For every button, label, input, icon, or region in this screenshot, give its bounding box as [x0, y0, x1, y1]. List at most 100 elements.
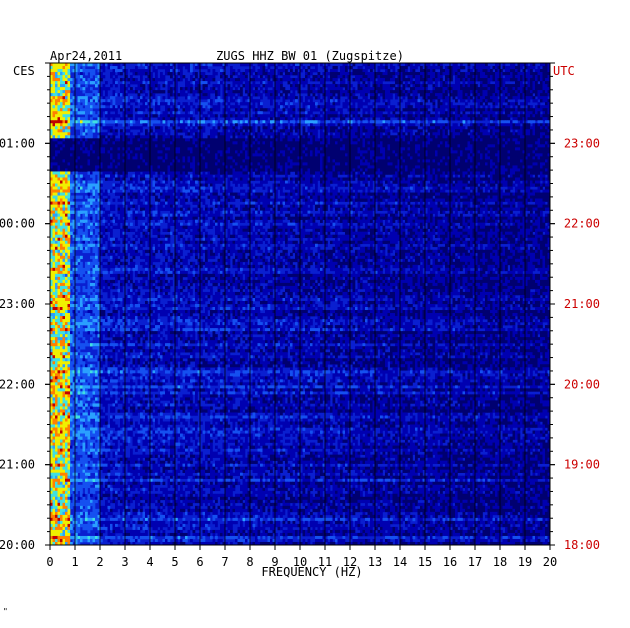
- heatmap-cell: [318, 126, 321, 129]
- heatmap-cell: [363, 141, 366, 144]
- heatmap-cell: [528, 72, 531, 75]
- heatmap-cell: [485, 138, 488, 141]
- heatmap-cell: [455, 141, 458, 144]
- heatmap-cell: [68, 153, 71, 156]
- heatmap-cell: [58, 138, 61, 141]
- heatmap-cell: [308, 90, 311, 93]
- heatmap-cell: [283, 141, 286, 144]
- heatmap-cell: [95, 156, 98, 159]
- heatmap-cell: [78, 141, 81, 144]
- heatmap-cell: [385, 102, 388, 105]
- heatmap-cell: [233, 144, 236, 147]
- heatmap-cell: [410, 156, 413, 159]
- heatmap-cell: [305, 120, 308, 123]
- heatmap-cell: [290, 132, 293, 135]
- heatmap-cell: [285, 90, 288, 93]
- heatmap-cell: [530, 78, 533, 81]
- heatmap-cell: [540, 156, 543, 159]
- heatmap-cell: [470, 72, 473, 75]
- heatmap-cell: [458, 135, 461, 138]
- heatmap-cell: [163, 84, 166, 87]
- heatmap-cell: [90, 99, 93, 102]
- heatmap-cell: [360, 93, 363, 96]
- heatmap-cell: [410, 117, 413, 120]
- heatmap-cell: [530, 153, 533, 156]
- heatmap-cell: [485, 147, 488, 150]
- heatmap-cell: [353, 87, 356, 90]
- heatmap-cell: [158, 129, 161, 132]
- heatmap-cell: [280, 93, 283, 96]
- heatmap-cell: [393, 111, 396, 114]
- heatmap-cell: [235, 72, 238, 75]
- heatmap-cell: [535, 81, 538, 84]
- heatmap-cell: [383, 141, 386, 144]
- heatmap-cell: [530, 81, 533, 84]
- heatmap-cell: [280, 81, 283, 84]
- heatmap-cell: [113, 96, 116, 99]
- heatmap-cell: [253, 81, 256, 84]
- heatmap-cell: [465, 87, 468, 90]
- heatmap-cell: [488, 81, 491, 84]
- heatmap-cell: [220, 123, 223, 126]
- heatmap-cell: [418, 135, 421, 138]
- heatmap-cell: [285, 96, 288, 99]
- heatmap-cell: [383, 87, 386, 90]
- heatmap-cell: [363, 120, 366, 123]
- heatmap-cell: [405, 105, 408, 108]
- heatmap-cell: [413, 66, 416, 69]
- heatmap-cell: [413, 153, 416, 156]
- heatmap-cell: [453, 108, 456, 111]
- heatmap-cell: [85, 84, 88, 87]
- heatmap-cell: [460, 132, 463, 135]
- heatmap-cell: [370, 93, 373, 96]
- heatmap-cell: [405, 141, 408, 144]
- heatmap-cell: [240, 78, 243, 81]
- heatmap-cell: [458, 78, 461, 81]
- heatmap-cell: [58, 135, 61, 138]
- heatmap-cell: [338, 156, 341, 159]
- heatmap-cell: [543, 69, 546, 72]
- heatmap-cell: [545, 69, 548, 72]
- heatmap-cell: [85, 159, 88, 162]
- heatmap-cell: [60, 87, 63, 90]
- heatmap-cell: [53, 141, 56, 144]
- heatmap-cell: [265, 93, 268, 96]
- heatmap-cell: [353, 132, 356, 135]
- heatmap-cell: [278, 81, 281, 84]
- heatmap-cell: [385, 108, 388, 111]
- heatmap-cell: [245, 72, 248, 75]
- heatmap-cell: [370, 90, 373, 93]
- heatmap-cell: [215, 93, 218, 96]
- heatmap-cell: [213, 78, 216, 81]
- heatmap-cell: [105, 147, 108, 150]
- heatmap-cell: [410, 132, 413, 135]
- heatmap-cell: [68, 96, 71, 99]
- heatmap-cell: [453, 90, 456, 93]
- heatmap-cell: [155, 129, 158, 132]
- heatmap-cell: [135, 81, 138, 84]
- heatmap-cell: [195, 153, 198, 156]
- heatmap-cell: [210, 129, 213, 132]
- heatmap-cell: [115, 138, 118, 141]
- heatmap-cell: [328, 129, 331, 132]
- heatmap-cell: [278, 147, 281, 150]
- heatmap-cell: [438, 147, 441, 150]
- heatmap-cell: [545, 66, 548, 69]
- heatmap-cell: [493, 93, 496, 96]
- heatmap-cell: [280, 150, 283, 153]
- heatmap-cell: [338, 75, 341, 78]
- heatmap-cell: [415, 108, 418, 111]
- heatmap-cell: [380, 156, 383, 159]
- heatmap-cell: [203, 102, 206, 105]
- heatmap-cell: [478, 96, 481, 99]
- heatmap-cell: [495, 90, 498, 93]
- heatmap-cell: [255, 150, 258, 153]
- heatmap-cell: [530, 66, 533, 69]
- heatmap-cell: [355, 111, 358, 114]
- heatmap-cell: [165, 135, 168, 138]
- heatmap-cell: [345, 90, 348, 93]
- heatmap-cell: [285, 105, 288, 108]
- heatmap-cell: [290, 117, 293, 120]
- heatmap-cell: [280, 144, 283, 147]
- heatmap-cell: [480, 102, 483, 105]
